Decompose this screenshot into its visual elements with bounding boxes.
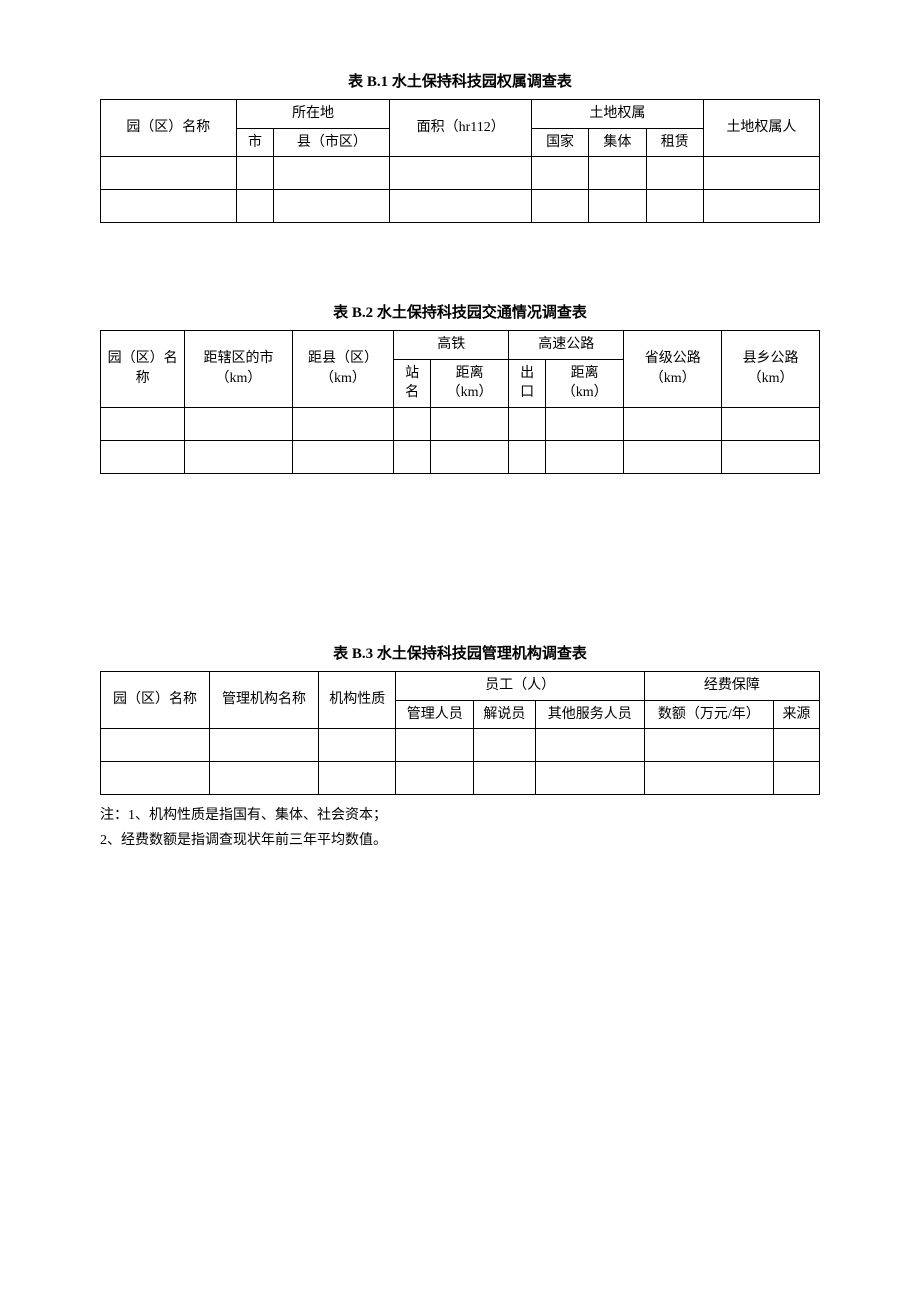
table-row [101,729,820,762]
table-row [101,440,820,473]
b2-cell [101,407,185,440]
b1-cell [390,190,531,223]
b1-header-lease: 租赁 [646,128,703,157]
b1-cell [236,157,274,190]
b3-cell [535,762,644,795]
b1-header-city: 市 [236,128,274,157]
b2-header-provincialroad: 省级公路（km） [624,331,722,408]
b1-header-area: 面积（hr112） [390,100,531,157]
b1-cell [101,190,237,223]
b1-cell [531,157,588,190]
b2-cell [292,407,393,440]
b2-cell [509,407,546,440]
table-b1-title: 表 B.1 水土保持科技园权属调查表 [100,70,820,91]
b1-header-owner: 土地权属人 [703,100,819,157]
b2-header-parkname: 园（区）名称 [101,331,185,408]
b3-cell [773,729,819,762]
b1-cell [646,190,703,223]
b1-cell [101,157,237,190]
b1-cell [703,190,819,223]
b3-cell [535,729,644,762]
table-b1: 园（区）名称 所在地 面积（hr112） 土地权属 土地权属人 市 县（市区） … [100,99,820,223]
b3-notes: 注：1、机构性质是指国有、集体、社会资本； 2、经费数额是指调查现状年前三年平均… [100,803,820,853]
b3-cell [474,729,536,762]
b3-cell [209,762,318,795]
b2-cell [185,407,293,440]
b3-cell [644,762,773,795]
b2-cell [624,440,722,473]
b3-cell [101,729,210,762]
b3-cell [773,762,819,795]
table-row [101,157,820,190]
b3-cell [396,729,474,762]
b1-cell [646,157,703,190]
b2-cell [722,440,820,473]
b2-header-highspeedrail: 高铁 [394,331,509,360]
b2-header-expresswaydistance: 距离（km） [545,359,623,407]
b2-cell [545,407,623,440]
b1-cell [274,157,390,190]
table-row [101,762,820,795]
b3-note-2: 2、经费数额是指调查现状年前三年平均数值。 [100,828,820,853]
b2-cell [185,440,293,473]
table-b3: 园（区）名称 管理机构名称 机构性质 员工（人） 经费保障 管理人员 解说员 其… [100,671,820,795]
b3-header-orgnature: 机构性质 [318,671,396,728]
b3-header-staff: 员工（人） [396,671,644,700]
b3-cell [318,762,396,795]
b2-cell [722,407,820,440]
b2-cell [624,407,722,440]
table-b2-title: 表 B.2 水土保持科技园交通情况调查表 [100,301,820,322]
b3-header-funding: 经费保障 [644,671,819,700]
b2-header-countyroad: 县乡公路（km） [722,331,820,408]
b1-header-location: 所在地 [236,100,390,129]
b2-header-distcity: 距辖区的市（km） [185,331,293,408]
b3-header-parkname: 园（区）名称 [101,671,210,728]
b2-cell [394,440,431,473]
table-row [101,407,820,440]
b2-header-expressway: 高速公路 [509,331,624,360]
b3-header-source: 来源 [773,700,819,729]
b2-cell [509,440,546,473]
b3-cell [474,762,536,795]
b2-cell [394,407,431,440]
b3-header-guides: 解说员 [474,700,536,729]
b1-cell [589,157,646,190]
b1-cell [531,190,588,223]
b1-cell [390,157,531,190]
b3-cell [396,762,474,795]
b3-header-amount: 数额（万元/年） [644,700,773,729]
b3-cell [318,729,396,762]
b1-header-national: 国家 [531,128,588,157]
b2-cell [101,440,185,473]
b2-header-stationname: 站名 [394,359,431,407]
b1-header-county: 县（市区） [274,128,390,157]
b2-cell [545,440,623,473]
b3-header-managers: 管理人员 [396,700,474,729]
b3-cell [209,729,318,762]
b2-cell [430,407,508,440]
b1-cell [236,190,274,223]
b2-cell [430,440,508,473]
table-b3-title: 表 B.3 水土保持科技园管理机构调查表 [100,642,820,663]
b3-note-1: 注：1、机构性质是指国有、集体、社会资本； [100,803,820,828]
b3-cell [101,762,210,795]
b2-header-distcounty: 距县（区）（km） [292,331,393,408]
table-row [101,190,820,223]
b1-header-parkname: 园（区）名称 [101,100,237,157]
b3-header-otherstaff: 其他服务人员 [535,700,644,729]
table-b2: 园（区）名称 距辖区的市（km） 距县（区）（km） 高铁 高速公路 省级公路（… [100,330,820,474]
b1-cell [589,190,646,223]
b1-header-landownership: 土地权属 [531,100,703,129]
b1-cell [274,190,390,223]
b3-header-orgname: 管理机构名称 [209,671,318,728]
b2-cell [292,440,393,473]
b2-header-raildistance: 距离（km） [430,359,508,407]
b3-cell [644,729,773,762]
b2-header-exit: 出口 [509,359,546,407]
b1-cell [703,157,819,190]
b1-header-collective: 集体 [589,128,646,157]
